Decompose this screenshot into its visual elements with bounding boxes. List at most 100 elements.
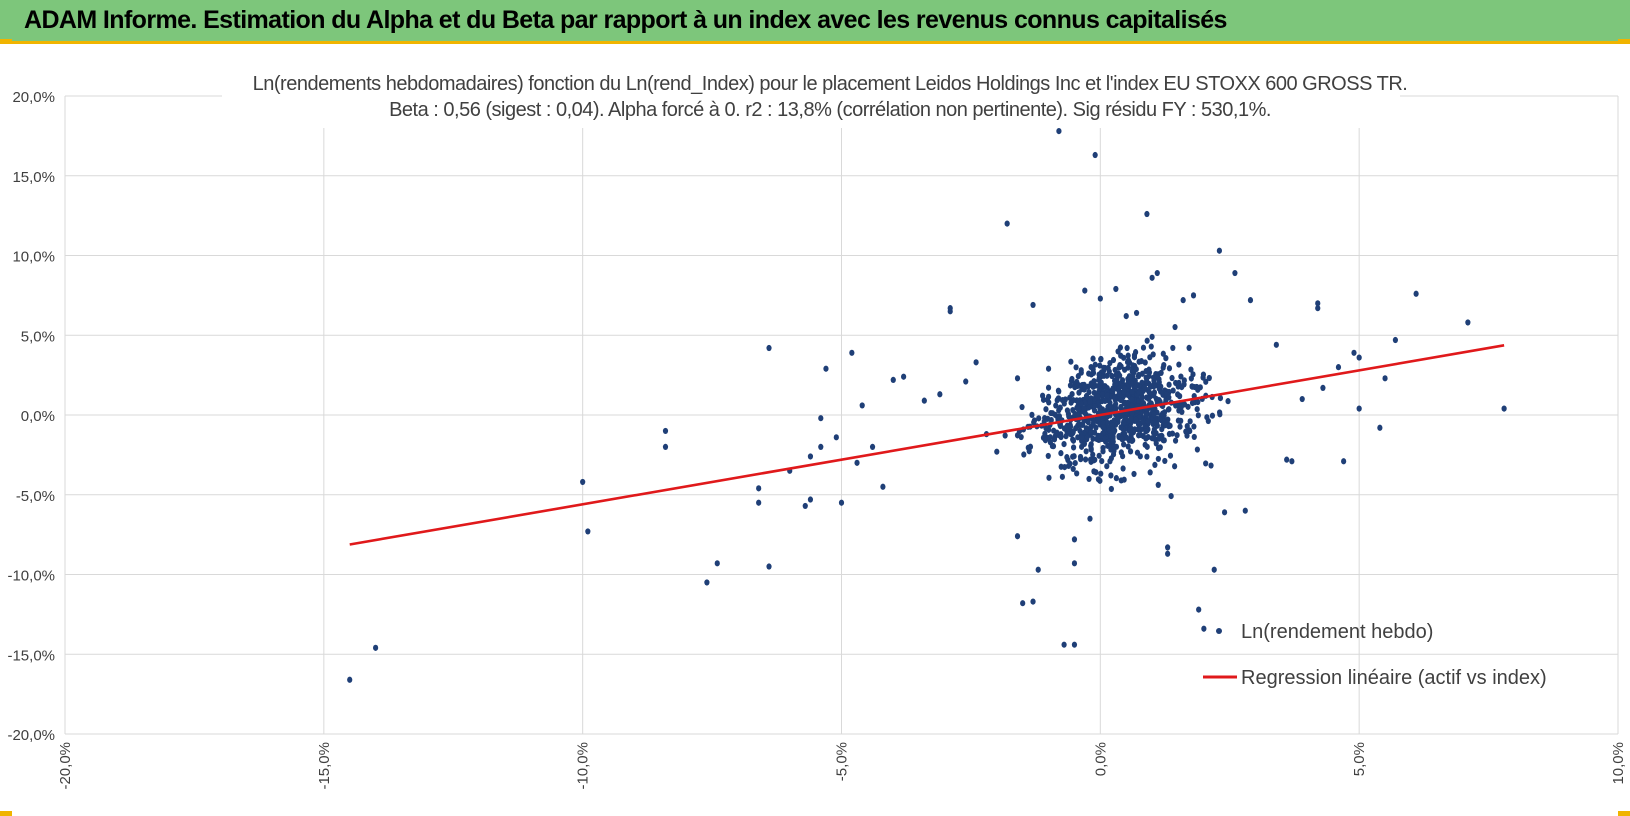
y-tick-label: 0,0% — [21, 408, 55, 425]
data-point — [1098, 470, 1104, 477]
data-point — [1180, 297, 1186, 304]
data-point — [1050, 443, 1057, 450]
data-point — [1115, 385, 1122, 392]
data-point — [1165, 416, 1171, 423]
data-point — [580, 478, 586, 486]
data-point — [1186, 344, 1192, 351]
data-point — [1056, 127, 1062, 135]
data-point — [1146, 366, 1152, 373]
data-point — [818, 415, 824, 422]
data-point — [1157, 434, 1163, 441]
data-point — [1128, 430, 1134, 438]
data-point — [1129, 402, 1135, 410]
data-point — [1118, 396, 1124, 404]
data-point — [1206, 374, 1212, 382]
data-point — [1217, 394, 1224, 402]
data-point — [1175, 417, 1182, 424]
data-point — [1184, 423, 1190, 430]
data-point — [1115, 348, 1121, 355]
data-point — [1070, 444, 1077, 451]
data-point — [1104, 392, 1110, 399]
data-point — [1125, 443, 1131, 450]
data-point — [1043, 425, 1049, 432]
data-point — [1138, 395, 1145, 402]
data-point — [880, 483, 886, 490]
data-point — [1113, 400, 1119, 408]
data-point — [1168, 493, 1174, 500]
data-point — [1018, 433, 1024, 441]
data-point — [1095, 393, 1101, 401]
data-point — [662, 427, 669, 435]
data-point — [714, 560, 720, 567]
data-point — [766, 344, 772, 352]
data-point — [1209, 412, 1216, 419]
data-point — [1122, 430, 1128, 438]
data-point — [1133, 366, 1139, 373]
data-point — [1174, 432, 1180, 439]
data-point — [1055, 396, 1061, 403]
data-point — [1221, 509, 1228, 516]
data-point — [1178, 403, 1184, 410]
y-tick-label: 20,0% — [12, 89, 55, 106]
data-point — [1125, 357, 1132, 364]
data-point — [1075, 434, 1081, 441]
legend-point-marker — [1216, 628, 1222, 634]
data-point — [1125, 352, 1131, 359]
x-tick-label: -20,0% — [57, 742, 74, 790]
data-point — [1077, 421, 1083, 428]
data-point — [1132, 384, 1138, 391]
data-point — [1177, 423, 1183, 430]
data-point — [963, 378, 969, 385]
data-point — [1097, 362, 1103, 369]
data-point — [1108, 455, 1114, 462]
data-point — [1092, 151, 1098, 159]
data-point — [1146, 395, 1152, 403]
data-point — [1096, 452, 1102, 459]
data-point — [1135, 421, 1142, 428]
data-point — [1127, 374, 1133, 382]
data-point — [1160, 350, 1166, 357]
data-point — [1104, 385, 1110, 392]
data-point — [1122, 384, 1128, 392]
data-point — [1177, 393, 1183, 400]
data-point — [1194, 406, 1200, 413]
data-point — [1061, 440, 1067, 448]
data-point — [1145, 418, 1151, 425]
data-point — [1029, 411, 1035, 418]
data-point — [1166, 394, 1172, 401]
data-point — [1165, 550, 1171, 557]
data-point — [1082, 383, 1088, 391]
data-point — [854, 459, 860, 466]
x-tick-label: 0,0% — [1092, 742, 1109, 776]
data-point — [1247, 297, 1254, 304]
data-point — [1465, 319, 1471, 326]
data-point — [1121, 476, 1127, 483]
data-point — [1158, 369, 1164, 376]
data-point — [1046, 474, 1052, 481]
data-point — [1090, 420, 1096, 427]
data-point — [1090, 435, 1096, 442]
data-point — [901, 373, 907, 380]
data-point — [1051, 436, 1058, 443]
x-tick-label: -5,0% — [834, 742, 851, 781]
data-point — [1092, 361, 1098, 368]
data-point — [1166, 430, 1173, 438]
data-point — [1166, 365, 1173, 372]
x-tick-label: 10,0% — [1610, 742, 1627, 785]
data-point — [1086, 389, 1092, 396]
data-point — [1078, 400, 1084, 408]
data-point — [1121, 441, 1127, 448]
data-point — [1096, 371, 1102, 378]
data-point — [1097, 295, 1103, 302]
data-point — [1120, 453, 1126, 460]
data-point — [1194, 446, 1200, 453]
x-tick-label: 5,0% — [1351, 742, 1368, 776]
data-point — [1135, 432, 1142, 439]
data-point — [1183, 428, 1189, 435]
data-point — [1020, 600, 1026, 607]
data-point — [1068, 358, 1074, 365]
data-point — [1108, 472, 1114, 479]
y-tick-label: -20,0% — [7, 727, 55, 744]
data-point — [1091, 402, 1098, 409]
data-point — [1035, 566, 1041, 573]
